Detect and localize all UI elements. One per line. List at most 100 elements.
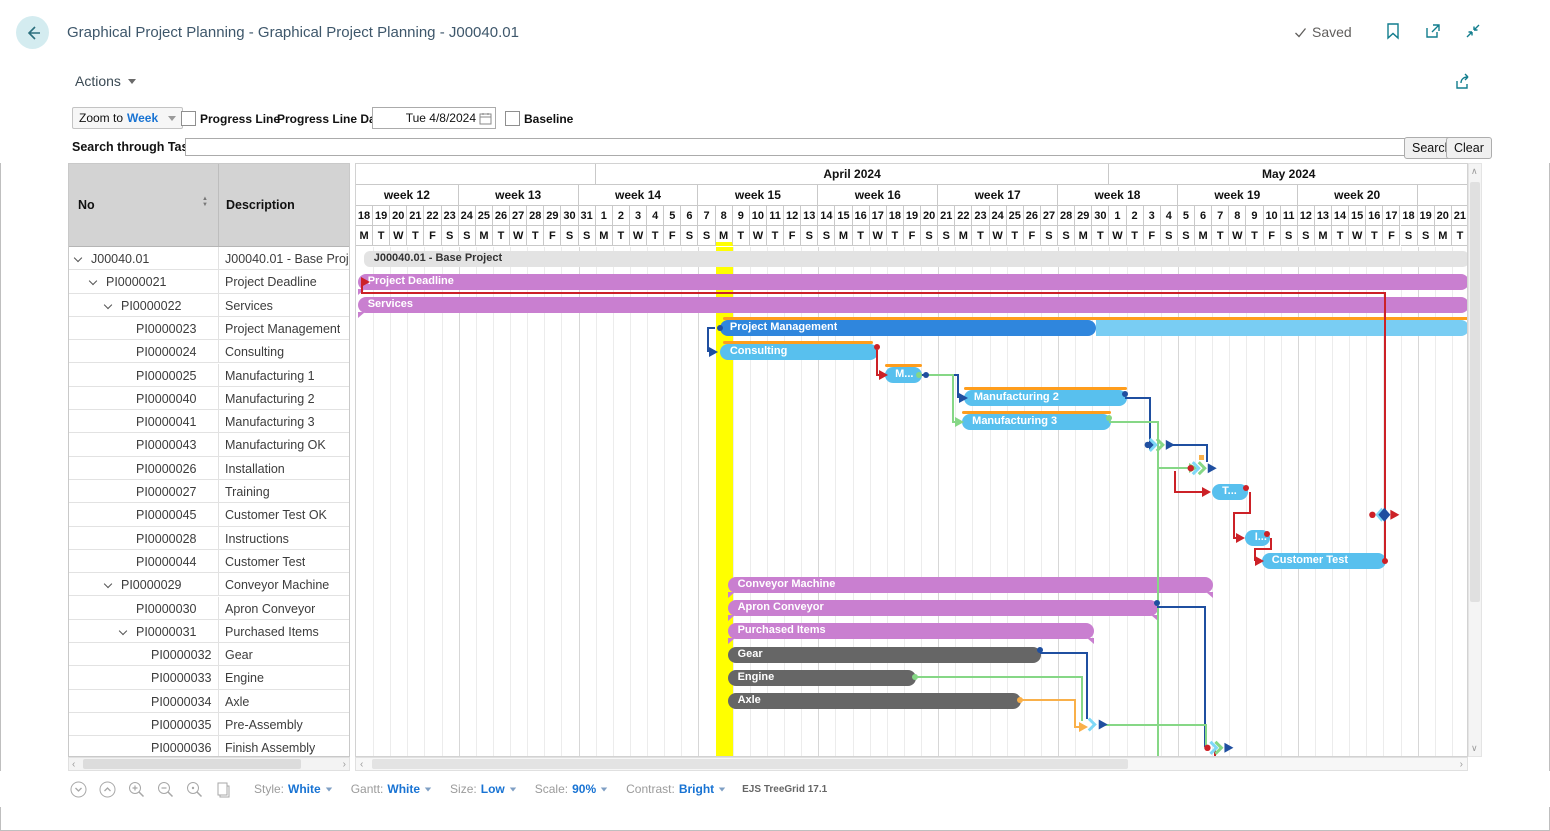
table-row[interactable]: PI0000031 Purchased Items bbox=[69, 619, 349, 644]
search-tasks-input[interactable] bbox=[185, 138, 1407, 156]
gantt-bar-training[interactable]: T... bbox=[1212, 483, 1249, 500]
gantt-bar-continuation-project-management[interactable] bbox=[1095, 320, 1467, 337]
scroll-left-icon[interactable]: ‹ bbox=[72, 759, 76, 770]
table-row[interactable]: PI0000030 Apron Conveyor bbox=[69, 596, 349, 620]
calendar-icon[interactable] bbox=[479, 112, 492, 125]
table-row[interactable]: PI0000027 Training bbox=[69, 480, 349, 504]
table-horizontal-scrollbar[interactable]: ‹ › bbox=[68, 757, 350, 771]
task-description: Training bbox=[225, 485, 270, 499]
table-row[interactable]: PI0000045 Customer Test OK bbox=[69, 503, 349, 527]
actions-menu[interactable]: Actions bbox=[75, 73, 136, 89]
scroll-down-icon[interactable]: ∨ bbox=[1471, 743, 1478, 753]
scroll-right-icon[interactable]: › bbox=[342, 759, 346, 770]
zoom-reset-icon[interactable] bbox=[186, 781, 203, 798]
sort-icon[interactable]: ▲ ▼ bbox=[202, 196, 208, 208]
copy-view-icon[interactable] bbox=[215, 781, 232, 798]
gantt-bar-gear[interactable]: Gear bbox=[727, 646, 1041, 663]
table-row[interactable]: PI0000035 Pre-Assembly bbox=[69, 713, 349, 737]
expand-chevron-icon[interactable] bbox=[75, 255, 82, 262]
table-scrollbar-thumb[interactable] bbox=[83, 759, 301, 769]
share-icon[interactable] bbox=[1454, 71, 1474, 91]
gantt-bar-services[interactable]: Services bbox=[357, 297, 1467, 319]
table-row[interactable]: PI0000023 Project Management bbox=[69, 316, 349, 341]
back-arrow-icon bbox=[27, 25, 40, 40]
gantt-bar-purchased-items[interactable]: Purchased Items bbox=[727, 623, 1094, 645]
gantt-vertical-scrollbar[interactable]: ∧ ∨ bbox=[1468, 163, 1482, 757]
gantt-scrollbar-thumb[interactable] bbox=[372, 759, 1128, 769]
weekday-header-cell: S bbox=[681, 226, 699, 246]
table-row[interactable]: PI0000024 Consulting bbox=[69, 340, 349, 364]
back-button[interactable] bbox=[16, 16, 49, 49]
expand-chevron-icon[interactable] bbox=[105, 302, 112, 309]
setting-dropdown-scale[interactable]: Scale: 90% bbox=[535, 782, 608, 796]
scroll-right-icon[interactable]: › bbox=[1459, 759, 1463, 770]
gantt-bar-conveyor-machine[interactable]: Conveyor Machine bbox=[727, 576, 1213, 598]
gantt-bar-customer-test[interactable]: Customer Test bbox=[1261, 553, 1386, 570]
zoom-out-icon[interactable] bbox=[157, 781, 174, 798]
gantt-bar-manufacturing-3[interactable]: Manufacturing 3 bbox=[962, 413, 1112, 430]
table-row[interactable]: PI0000040 Manufacturing 2 bbox=[69, 386, 349, 411]
weekday-header-cell: T bbox=[972, 226, 990, 246]
expand-chevron-icon[interactable] bbox=[105, 581, 112, 588]
bookmark-icon[interactable] bbox=[1384, 22, 1402, 40]
task-no: PI0000035 bbox=[151, 718, 212, 732]
milestone-chevron-icon bbox=[1197, 461, 1207, 476]
gantt-bar-engine[interactable]: Engine bbox=[727, 669, 916, 686]
gantt-bar-axle[interactable]: Axle bbox=[727, 693, 1022, 710]
gantt-vscrollbar-thumb[interactable] bbox=[1470, 182, 1480, 602]
collapse-all-icon[interactable] bbox=[70, 781, 87, 798]
gantt-bar-manufacturing-1[interactable]: M... bbox=[885, 367, 922, 383]
milestone-diamond-icon bbox=[1378, 507, 1391, 522]
zoom-to-dropdown[interactable]: Zoom to Week bbox=[72, 107, 184, 129]
expand-chevron-icon[interactable] bbox=[120, 628, 127, 635]
setting-dropdown-size[interactable]: Size: Low bbox=[450, 782, 517, 796]
gantt-bar-consulting[interactable]: Consulting bbox=[719, 343, 879, 360]
table-row[interactable]: PI0000021 Project Deadline bbox=[69, 270, 349, 294]
column-header-no[interactable]: No bbox=[78, 198, 95, 212]
expand-all-icon[interactable] bbox=[99, 781, 116, 798]
milestone-diamond-icon bbox=[1375, 507, 1388, 522]
table-row[interactable]: PI0000026 Installation bbox=[69, 456, 349, 480]
scroll-left-icon[interactable]: ‹ bbox=[360, 759, 364, 770]
table-row[interactable]: PI0000028 Instructions bbox=[69, 526, 349, 550]
table-row[interactable]: J00040.01 J00040.01 - Base Project bbox=[69, 247, 349, 271]
search-button[interactable]: Search bbox=[1404, 137, 1460, 159]
collapse-icon[interactable] bbox=[1464, 22, 1482, 40]
gantt-bar-apron-conveyor[interactable]: Apron Conveyor bbox=[727, 600, 1159, 621]
column-header-description[interactable]: Description bbox=[226, 198, 295, 212]
progress-line-checkbox[interactable] bbox=[181, 111, 196, 126]
expand-chevron-icon[interactable] bbox=[90, 278, 97, 285]
week-header-cell: week 13 bbox=[458, 185, 579, 206]
table-row[interactable]: PI0000041 Manufacturing 3 bbox=[69, 410, 349, 434]
table-row[interactable]: PI0000029 Conveyor Machine bbox=[69, 573, 349, 597]
day-header-cell: 14 bbox=[1332, 206, 1350, 226]
table-row[interactable]: PI0000044 Customer Test bbox=[69, 549, 349, 574]
table-row[interactable]: PI0000022 Services bbox=[69, 293, 349, 317]
gantt-bar-project-management[interactable]: Project Management bbox=[719, 320, 1096, 337]
table-row[interactable]: PI0000032 Gear bbox=[69, 643, 349, 667]
grid-line bbox=[527, 247, 529, 756]
setting-dropdown-gantt[interactable]: Gantt: White bbox=[351, 782, 432, 796]
open-in-new-window-icon[interactable] bbox=[1424, 22, 1442, 40]
table-row[interactable]: PI0000034 Axle bbox=[69, 689, 349, 713]
grid-line bbox=[681, 247, 683, 756]
setting-dropdown-style[interactable]: Style: White bbox=[254, 782, 333, 796]
clear-button[interactable]: Clear bbox=[1446, 137, 1492, 159]
table-row[interactable]: PI0000043 Manufacturing OK bbox=[69, 433, 349, 457]
gantt-bar-instructions[interactable]: I... bbox=[1244, 530, 1270, 547]
table-row[interactable]: PI0000025 Manufacturing 1 bbox=[69, 363, 349, 387]
zoom-in-icon[interactable] bbox=[128, 781, 145, 798]
weekday-header-cell: S bbox=[1297, 226, 1315, 246]
gantt-bar-manufacturing-2[interactable]: Manufacturing 2 bbox=[963, 390, 1128, 407]
table-row[interactable]: PI0000036 Finish Assembly bbox=[69, 736, 349, 756]
table-row[interactable]: PI0000033 Engine bbox=[69, 666, 349, 690]
gantt-bar-project-deadline[interactable]: Project Deadline bbox=[357, 273, 1467, 295]
baseline-checkbox[interactable] bbox=[505, 111, 520, 126]
gantt-horizontal-scrollbar[interactable]: ‹ › bbox=[355, 757, 1468, 771]
column-divider[interactable] bbox=[218, 164, 219, 246]
dependency-line bbox=[1168, 444, 1208, 462]
setting-dropdown-contrast[interactable]: Contrast: Bright bbox=[626, 782, 726, 796]
progress-line-date-field[interactable]: Tue 4/8/2024 bbox=[372, 107, 496, 129]
scroll-up-icon[interactable]: ∧ bbox=[1471, 166, 1478, 176]
gantt-bar-j00040-01-base-project[interactable]: J00040.01 - Base Project bbox=[363, 250, 1467, 267]
